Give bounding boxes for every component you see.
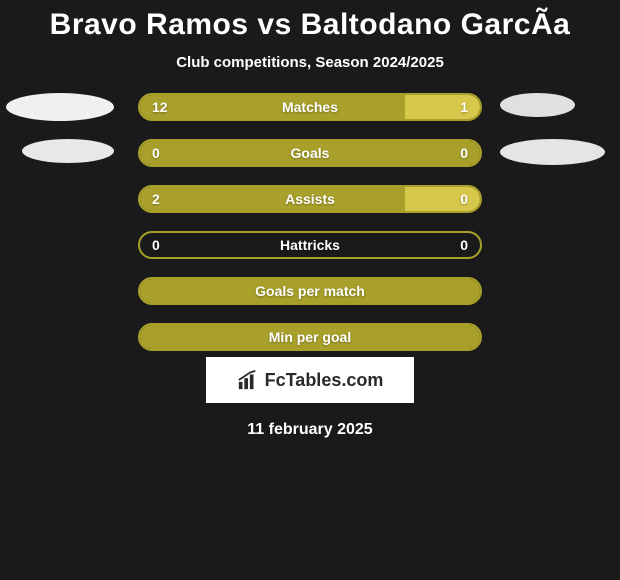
- player1-badge-2: [0, 139, 120, 167]
- player1-badge-1: [0, 93, 120, 121]
- stat-value-left: 0: [152, 145, 160, 161]
- bars-only: 2 Assists 0 0 Hattricks 0 Goals per matc…: [138, 185, 482, 351]
- player2-badge-2: [500, 139, 620, 167]
- stat-fill-right: [405, 187, 480, 211]
- player2-badge-1: [500, 93, 620, 121]
- stat-label: Hattricks: [280, 237, 340, 253]
- stat-value-right: 0: [460, 191, 468, 207]
- logo-text: FcTables.com: [265, 370, 384, 391]
- chart-icon: [237, 369, 259, 391]
- stat-bar-goals: 0 Goals 0: [138, 139, 482, 167]
- row-goals: 0 Goals 0: [0, 139, 620, 167]
- oval-placeholder: [500, 93, 575, 117]
- subtitle: Club competitions, Season 2024/2025: [176, 54, 444, 71]
- fctables-logo: FcTables.com: [206, 357, 414, 403]
- page-title: Bravo Ramos vs Baltodano GarcÃa: [50, 8, 571, 42]
- oval-placeholder: [500, 139, 605, 165]
- stat-bar-goals-per-match: Goals per match: [138, 277, 482, 305]
- stat-value-right: 0: [460, 145, 468, 161]
- stat-label: Matches: [282, 99, 338, 115]
- stat-value-left: 0: [152, 237, 160, 253]
- stat-value-right: 0: [460, 237, 468, 253]
- stat-bar-hattricks: 0 Hattricks 0: [138, 231, 482, 259]
- stat-value-left: 12: [152, 99, 168, 115]
- stat-fill-right: [405, 95, 480, 119]
- stat-fill-left: [140, 187, 405, 211]
- stat-value-right: 1: [460, 99, 468, 115]
- stat-label: Goals: [291, 145, 330, 161]
- stat-label: Goals per match: [255, 283, 365, 299]
- container: Bravo Ramos vs Baltodano GarcÃa Club com…: [0, 0, 620, 580]
- stat-label: Min per goal: [269, 329, 351, 345]
- oval-placeholder: [22, 139, 114, 163]
- stat-bar-matches: 12 Matches 1: [138, 93, 482, 121]
- row-matches: 12 Matches 1: [0, 93, 620, 121]
- oval-placeholder: [6, 93, 114, 121]
- stat-fill-left: [140, 95, 405, 119]
- stat-bar-assists: 2 Assists 0: [138, 185, 482, 213]
- date-text: 11 february 2025: [247, 421, 372, 439]
- stat-bar-min-per-goal: Min per goal: [138, 323, 482, 351]
- stat-label: Assists: [285, 191, 335, 207]
- stat-value-left: 2: [152, 191, 160, 207]
